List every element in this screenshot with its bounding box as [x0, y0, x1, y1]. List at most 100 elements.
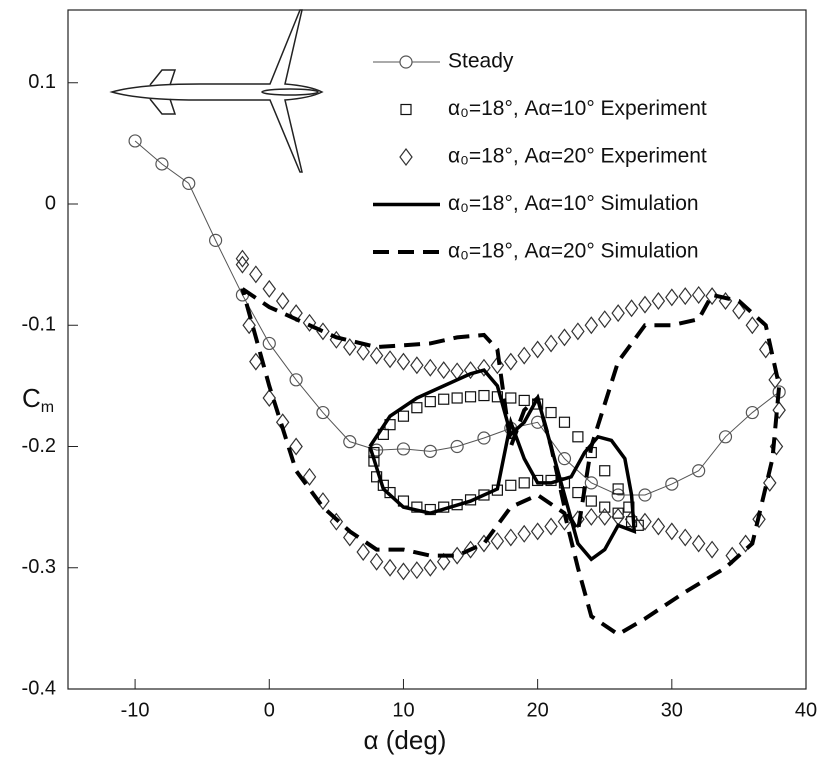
marker [678, 528, 692, 547]
marker [612, 483, 624, 495]
marker [705, 287, 719, 306]
marker [571, 322, 585, 341]
marker [504, 352, 518, 371]
marker [732, 301, 746, 320]
marker [691, 285, 706, 304]
marker [665, 477, 679, 491]
legend-marker [400, 103, 412, 116]
marker [572, 486, 584, 499]
x-tick-label: 30 [661, 699, 683, 721]
marker [518, 394, 530, 407]
marker [235, 255, 250, 274]
marker [242, 316, 256, 335]
marker [369, 346, 384, 365]
marker [624, 510, 639, 529]
marker [752, 510, 766, 529]
marker [451, 392, 463, 404]
marker [423, 558, 438, 577]
marker [450, 546, 464, 565]
marker [436, 361, 451, 380]
marker [599, 501, 611, 513]
marker [411, 402, 423, 414]
marker [410, 356, 424, 375]
x-tick-label: 40 [795, 699, 817, 721]
marker [584, 507, 599, 526]
marker [665, 522, 679, 541]
marker [423, 358, 438, 377]
marker [490, 532, 505, 551]
legend-label: α₀=18°, Aα=20° Simulation [448, 240, 699, 263]
marker [329, 512, 344, 531]
marker [651, 292, 666, 310]
marker [557, 328, 572, 347]
marker [611, 488, 625, 502]
marker [302, 313, 317, 332]
marker [289, 373, 303, 387]
marker [505, 479, 517, 491]
y-tick-label: -0.2 [22, 435, 56, 457]
marker [289, 437, 303, 456]
marker [505, 392, 517, 404]
x-axis-label: α (deg) [364, 725, 447, 755]
marker [597, 507, 612, 526]
marker [182, 176, 196, 190]
marker [691, 534, 706, 553]
marker [262, 336, 276, 351]
y-axis-label: Cm [22, 383, 54, 416]
marker [262, 389, 277, 407]
marker [436, 552, 451, 571]
marker [745, 316, 760, 335]
y-label-main: C [22, 383, 41, 413]
marker [356, 542, 370, 561]
y-tick-label: -0.3 [22, 556, 56, 578]
marker [597, 310, 612, 329]
marker [678, 287, 692, 306]
marker [463, 361, 478, 380]
marker [544, 334, 558, 353]
marker [275, 292, 290, 310]
marker [532, 474, 544, 487]
marker [692, 464, 706, 478]
marker [544, 517, 558, 536]
x-tick-label: 20 [527, 699, 549, 721]
marker [638, 488, 652, 502]
series-line [240, 287, 782, 637]
marker [383, 350, 397, 369]
marker [450, 439, 464, 454]
y-label-sub: m [41, 399, 54, 416]
marker [477, 358, 491, 377]
marker [557, 512, 572, 531]
marker [638, 295, 652, 314]
marker [558, 416, 571, 428]
marker [235, 249, 250, 268]
x-tick-label: 10 [392, 699, 414, 721]
marker [772, 401, 786, 420]
marker [343, 338, 357, 357]
marker [316, 405, 330, 420]
marker [545, 406, 557, 419]
marker [478, 489, 490, 501]
marker [584, 316, 599, 335]
marker [396, 352, 411, 371]
marker [745, 405, 759, 420]
y-tick-label: -0.4 [22, 677, 56, 699]
marker [585, 495, 597, 507]
legend-label: α₀=18°, Aα=10° Simulation [448, 192, 699, 215]
marker [464, 391, 477, 403]
marker [611, 304, 625, 323]
marker [517, 346, 531, 365]
marker [343, 435, 357, 449]
marker [128, 134, 142, 148]
marker [490, 356, 505, 375]
marker [557, 452, 572, 466]
marker [396, 442, 411, 456]
x-tick-label: 0 [264, 699, 275, 721]
marker [530, 340, 545, 359]
marker [738, 534, 753, 553]
marker [302, 467, 317, 486]
marker [209, 233, 223, 247]
y-tick-label: -0.1 [22, 314, 56, 336]
legend-label: α₀=18°, Aα=10° Experiment [448, 97, 707, 120]
marker [665, 288, 679, 307]
